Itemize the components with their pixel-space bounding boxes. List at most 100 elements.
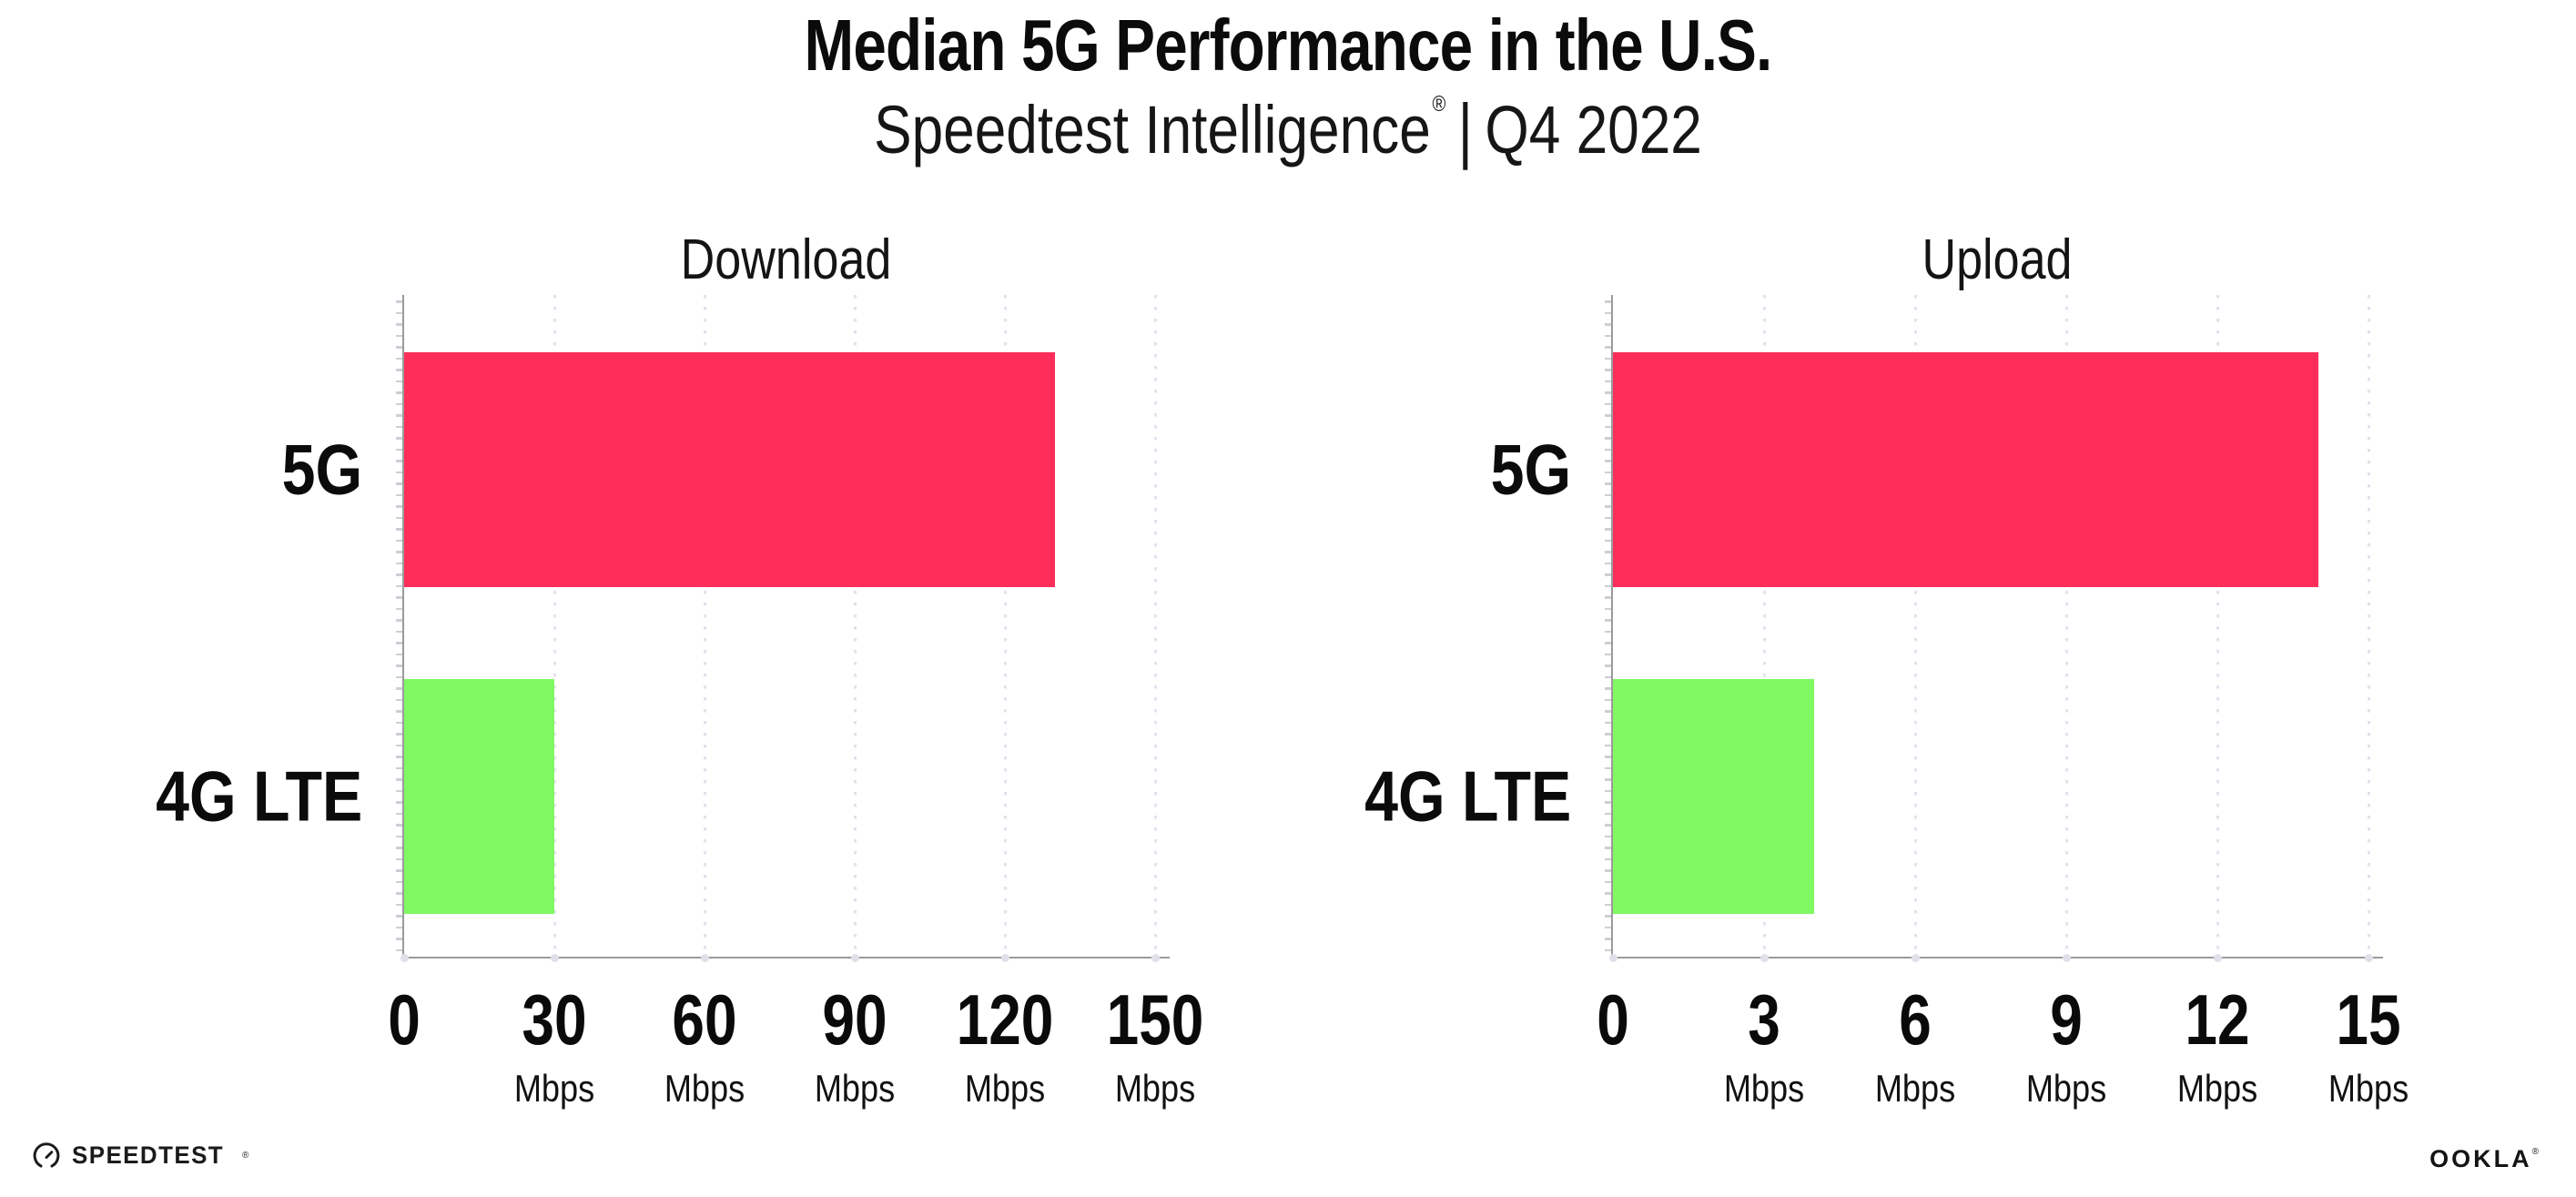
x-tick-label: 0 <box>1593 984 1632 1055</box>
category-label-4g-lte: 4G LTE <box>1364 756 1571 837</box>
tick-value: 9 <box>2050 979 2083 1060</box>
y-axis-minor-tick <box>1605 380 1611 383</box>
axis-tick-dot <box>2213 954 2222 962</box>
tick-value: 6 <box>1899 979 1932 1060</box>
y-axis-minor-tick <box>396 789 402 793</box>
y-axis-minor-tick <box>1605 516 1611 520</box>
y-axis-minor-tick <box>1605 505 1611 508</box>
download-chart-title: Download <box>680 228 892 291</box>
y-axis-minor-tick <box>396 766 402 770</box>
y-axis-minor-tick <box>1605 391 1611 394</box>
ookla-registered-icon: ® <box>2531 1147 2541 1157</box>
y-axis-minor-tick <box>396 857 402 861</box>
y-axis-minor-tick <box>1605 437 1611 440</box>
y-axis-minor-tick <box>396 710 402 713</box>
y-axis-minor-tick <box>1605 402 1611 406</box>
y-axis-minor-tick <box>1605 551 1611 553</box>
y-axis-minor-tick <box>396 573 402 576</box>
y-axis-minor-tick <box>396 675 402 679</box>
tick-unit: Mbps <box>664 1067 745 1110</box>
download-chart: Download 0 30 Mbps 60 Mbps 90 Mbps 120 Mbps 150 Mb… <box>156 228 1204 1108</box>
subtitle-brand: Speedtest Intelligence <box>874 92 1431 167</box>
y-axis-minor-tick <box>1605 857 1611 861</box>
y-axis-minor-tick <box>1605 460 1611 462</box>
y-axis-minor-tick <box>1605 664 1611 667</box>
y-axis-minor-tick <box>396 539 402 543</box>
y-axis-minor-tick <box>396 948 402 952</box>
axis-tick-dot <box>1760 954 1769 962</box>
y-axis-minor-tick <box>1605 482 1611 485</box>
tick-unit: Mbps <box>1874 1067 1956 1110</box>
y-axis-minor-tick <box>1605 847 1611 849</box>
y-axis-minor-tick <box>396 687 402 690</box>
y-axis-minor-tick <box>396 334 402 338</box>
y-axis-minor-tick <box>396 505 402 508</box>
page-title: Median 5G Performance in the U.S. <box>804 5 1773 86</box>
y-axis-minor-tick <box>396 448 402 451</box>
y-axis-minor-tick <box>396 425 402 429</box>
tick-value: 15 <box>2336 979 2401 1060</box>
y-axis-minor-tick <box>396 402 402 406</box>
y-axis-minor-tick <box>396 460 402 462</box>
y-axis-minor-tick <box>1605 801 1611 804</box>
y-axis-minor-tick <box>1605 948 1611 952</box>
y-axis-minor-tick <box>1605 357 1611 360</box>
y-axis-minor-tick <box>396 369 402 371</box>
y-axis-minor-tick <box>1605 880 1611 884</box>
y-axis-minor-tick <box>396 619 402 622</box>
axis-tick-dot <box>1151 954 1160 962</box>
tick-value: 3 <box>1748 979 1780 1060</box>
x-tick-label: 90 Mbps <box>808 984 902 1108</box>
y-axis-minor-tick <box>396 471 402 474</box>
axis-tick-dot <box>2364 954 2373 962</box>
category-label-4g-lte: 4G LTE <box>155 756 362 837</box>
subtitle-separator: | <box>1457 88 1473 171</box>
x-tick-label: 3 Mbps <box>1718 984 1811 1108</box>
tick-value: 120 <box>956 979 1054 1060</box>
y-axis-minor-tick <box>396 642 402 644</box>
y-axis-minor-tick <box>396 596 402 599</box>
tick-unit: Mbps <box>513 1067 595 1110</box>
y-axis-minor-tick <box>1605 675 1611 679</box>
y-axis-minor-tick <box>1605 789 1611 793</box>
bar-4g-lte <box>404 679 554 914</box>
y-axis-minor-tick <box>1605 903 1611 907</box>
y-axis-minor-tick <box>1605 938 1611 940</box>
y-axis-minor-tick <box>1605 619 1611 622</box>
tick-unit: Mbps <box>814 1067 896 1110</box>
y-axis-minor-tick <box>396 915 402 918</box>
y-axis-minor-tick <box>1605 471 1611 474</box>
y-axis-minor-tick <box>396 584 402 588</box>
y-axis-minor-tick <box>1605 596 1611 599</box>
y-axis-minor-tick <box>396 630 402 634</box>
y-axis-minor-tick <box>396 357 402 360</box>
y-axis-minor-tick <box>396 847 402 849</box>
tick-value: 30 <box>522 979 587 1060</box>
y-axis-minor-tick <box>1605 607 1611 611</box>
y-axis-minor-tick <box>396 516 402 520</box>
y-axis-minor-tick <box>396 892 402 895</box>
x-tick-label: 9 Mbps <box>2020 984 2114 1108</box>
category-label-5g: 5G <box>1490 429 1571 510</box>
speedtest-logo-text: SPEEDTEST <box>72 1141 225 1169</box>
axis-tick-dot <box>1911 954 1920 962</box>
x-tick-label: 15 Mbps <box>2322 984 2416 1108</box>
axis-tick-dot <box>1000 954 1009 962</box>
axis-tick-dot <box>850 954 859 962</box>
tick-value: 90 <box>822 979 887 1060</box>
y-axis-minor-tick <box>396 493 402 497</box>
x-tick-label: 30 Mbps <box>508 984 602 1108</box>
speedtest-registered-icon: ® <box>242 1151 249 1161</box>
y-axis-minor-tick <box>396 528 402 531</box>
y-axis-minor-tick <box>1605 733 1611 735</box>
axis-tick-dot <box>400 954 409 962</box>
gridline <box>2367 295 2370 957</box>
tick-unit: Mbps <box>1723 1067 1805 1110</box>
y-axis-minor-tick <box>396 903 402 907</box>
y-axis-minor-tick <box>396 801 402 804</box>
y-axis-minor-tick <box>1605 425 1611 429</box>
y-axis-minor-tick <box>396 380 402 383</box>
y-axis-minor-tick <box>1605 824 1611 827</box>
y-axis-minor-tick <box>1605 687 1611 690</box>
